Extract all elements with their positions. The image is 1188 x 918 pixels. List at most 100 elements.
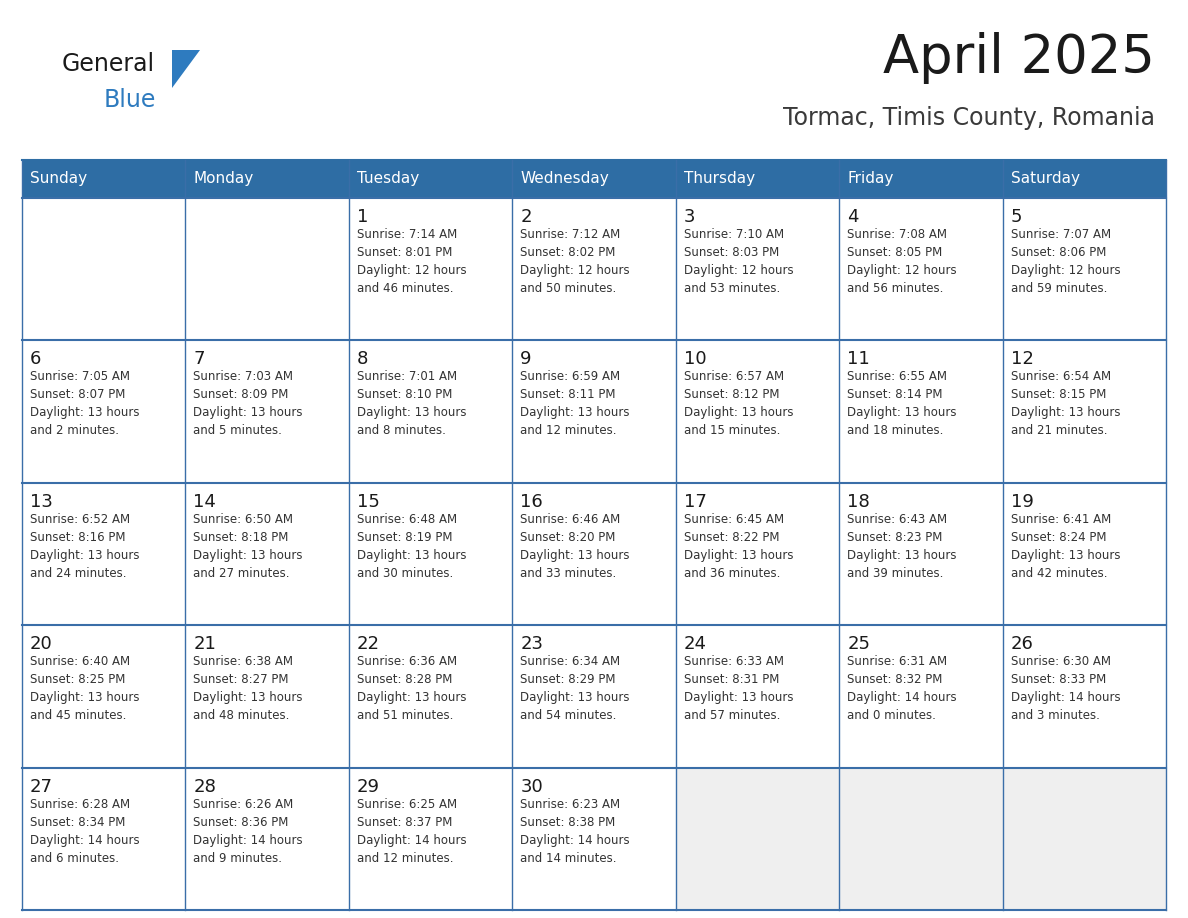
Text: 24: 24: [684, 635, 707, 654]
Text: Sunrise: 7:01 AM
Sunset: 8:10 PM
Daylight: 13 hours
and 8 minutes.: Sunrise: 7:01 AM Sunset: 8:10 PM Dayligh…: [356, 370, 467, 437]
Text: 20: 20: [30, 635, 52, 654]
Text: 7: 7: [194, 351, 204, 368]
Bar: [512, 160, 676, 198]
Text: 18: 18: [847, 493, 870, 510]
Text: Sunday: Sunday: [30, 172, 87, 186]
Polygon shape: [172, 50, 200, 88]
Bar: [512, 198, 676, 341]
Text: 2: 2: [520, 208, 532, 226]
Bar: [185, 160, 349, 198]
Text: 19: 19: [1011, 493, 1034, 510]
Text: Sunrise: 6:45 AM
Sunset: 8:22 PM
Daylight: 13 hours
and 36 minutes.: Sunrise: 6:45 AM Sunset: 8:22 PM Dayligh…: [684, 513, 794, 580]
Text: Sunrise: 6:34 AM
Sunset: 8:29 PM
Daylight: 13 hours
and 54 minutes.: Sunrise: 6:34 AM Sunset: 8:29 PM Dayligh…: [520, 655, 630, 722]
Text: Sunrise: 6:41 AM
Sunset: 8:24 PM
Daylight: 13 hours
and 42 minutes.: Sunrise: 6:41 AM Sunset: 8:24 PM Dayligh…: [1011, 513, 1120, 580]
Text: Sunrise: 6:26 AM
Sunset: 8:36 PM
Daylight: 14 hours
and 9 minutes.: Sunrise: 6:26 AM Sunset: 8:36 PM Dayligh…: [194, 798, 303, 865]
Bar: [185, 625, 349, 767]
Text: Sunrise: 7:03 AM
Sunset: 8:09 PM
Daylight: 13 hours
and 5 minutes.: Sunrise: 7:03 AM Sunset: 8:09 PM Dayligh…: [194, 370, 303, 437]
Text: Sunrise: 6:23 AM
Sunset: 8:38 PM
Daylight: 14 hours
and 14 minutes.: Sunrise: 6:23 AM Sunset: 8:38 PM Dayligh…: [520, 798, 630, 865]
Text: Sunrise: 7:14 AM
Sunset: 8:01 PM
Daylight: 12 hours
and 46 minutes.: Sunrise: 7:14 AM Sunset: 8:01 PM Dayligh…: [356, 228, 467, 295]
Bar: [676, 341, 839, 483]
Text: 9: 9: [520, 351, 532, 368]
Text: 3: 3: [684, 208, 695, 226]
Text: Sunrise: 6:25 AM
Sunset: 8:37 PM
Daylight: 14 hours
and 12 minutes.: Sunrise: 6:25 AM Sunset: 8:37 PM Dayligh…: [356, 798, 467, 865]
Bar: [185, 341, 349, 483]
Text: 29: 29: [356, 778, 380, 796]
Bar: [23, 160, 185, 198]
Text: 28: 28: [194, 778, 216, 796]
Text: Sunrise: 7:05 AM
Sunset: 8:07 PM
Daylight: 13 hours
and 2 minutes.: Sunrise: 7:05 AM Sunset: 8:07 PM Dayligh…: [30, 370, 139, 437]
Bar: [1003, 767, 1165, 910]
Text: Wednesday: Wednesday: [520, 172, 609, 186]
Text: 4: 4: [847, 208, 859, 226]
Text: 13: 13: [30, 493, 53, 510]
Bar: [1003, 341, 1165, 483]
Bar: [23, 341, 185, 483]
Bar: [349, 483, 512, 625]
Bar: [185, 198, 349, 341]
Bar: [839, 483, 1003, 625]
Bar: [676, 160, 839, 198]
Bar: [1003, 483, 1165, 625]
Text: Sunrise: 7:08 AM
Sunset: 8:05 PM
Daylight: 12 hours
and 56 minutes.: Sunrise: 7:08 AM Sunset: 8:05 PM Dayligh…: [847, 228, 956, 295]
Text: Sunrise: 7:10 AM
Sunset: 8:03 PM
Daylight: 12 hours
and 53 minutes.: Sunrise: 7:10 AM Sunset: 8:03 PM Dayligh…: [684, 228, 794, 295]
Text: Sunrise: 6:28 AM
Sunset: 8:34 PM
Daylight: 14 hours
and 6 minutes.: Sunrise: 6:28 AM Sunset: 8:34 PM Dayligh…: [30, 798, 140, 865]
Bar: [185, 767, 349, 910]
Text: Friday: Friday: [847, 172, 893, 186]
Bar: [512, 341, 676, 483]
Text: 16: 16: [520, 493, 543, 510]
Bar: [1003, 625, 1165, 767]
Text: Sunrise: 6:30 AM
Sunset: 8:33 PM
Daylight: 14 hours
and 3 minutes.: Sunrise: 6:30 AM Sunset: 8:33 PM Dayligh…: [1011, 655, 1120, 722]
Bar: [676, 198, 839, 341]
Bar: [349, 198, 512, 341]
Bar: [1003, 160, 1165, 198]
Text: 10: 10: [684, 351, 707, 368]
Text: 27: 27: [30, 778, 53, 796]
Bar: [185, 483, 349, 625]
Text: 15: 15: [356, 493, 380, 510]
Text: Tormac, Timis County, Romania: Tormac, Timis County, Romania: [783, 106, 1155, 130]
Text: 11: 11: [847, 351, 870, 368]
Bar: [512, 483, 676, 625]
Bar: [839, 625, 1003, 767]
Bar: [676, 767, 839, 910]
Bar: [23, 625, 185, 767]
Bar: [676, 483, 839, 625]
Text: Saturday: Saturday: [1011, 172, 1080, 186]
Bar: [349, 767, 512, 910]
Text: 22: 22: [356, 635, 380, 654]
Text: Tuesday: Tuesday: [356, 172, 419, 186]
Text: Monday: Monday: [194, 172, 254, 186]
Text: Sunrise: 6:52 AM
Sunset: 8:16 PM
Daylight: 13 hours
and 24 minutes.: Sunrise: 6:52 AM Sunset: 8:16 PM Dayligh…: [30, 513, 139, 580]
Text: 21: 21: [194, 635, 216, 654]
Text: 23: 23: [520, 635, 543, 654]
Text: Sunrise: 6:46 AM
Sunset: 8:20 PM
Daylight: 13 hours
and 33 minutes.: Sunrise: 6:46 AM Sunset: 8:20 PM Dayligh…: [520, 513, 630, 580]
Text: 25: 25: [847, 635, 870, 654]
Text: Sunrise: 6:33 AM
Sunset: 8:31 PM
Daylight: 13 hours
and 57 minutes.: Sunrise: 6:33 AM Sunset: 8:31 PM Dayligh…: [684, 655, 794, 722]
Text: General: General: [62, 52, 156, 76]
Bar: [839, 198, 1003, 341]
Bar: [839, 160, 1003, 198]
Text: Sunrise: 6:43 AM
Sunset: 8:23 PM
Daylight: 13 hours
and 39 minutes.: Sunrise: 6:43 AM Sunset: 8:23 PM Dayligh…: [847, 513, 956, 580]
Text: Sunrise: 6:55 AM
Sunset: 8:14 PM
Daylight: 13 hours
and 18 minutes.: Sunrise: 6:55 AM Sunset: 8:14 PM Dayligh…: [847, 370, 956, 437]
Bar: [349, 625, 512, 767]
Bar: [839, 767, 1003, 910]
Text: Sunrise: 7:07 AM
Sunset: 8:06 PM
Daylight: 12 hours
and 59 minutes.: Sunrise: 7:07 AM Sunset: 8:06 PM Dayligh…: [1011, 228, 1120, 295]
Bar: [512, 767, 676, 910]
Bar: [1003, 198, 1165, 341]
Bar: [23, 483, 185, 625]
Bar: [839, 341, 1003, 483]
Text: Sunrise: 6:48 AM
Sunset: 8:19 PM
Daylight: 13 hours
and 30 minutes.: Sunrise: 6:48 AM Sunset: 8:19 PM Dayligh…: [356, 513, 467, 580]
Text: Sunrise: 6:40 AM
Sunset: 8:25 PM
Daylight: 13 hours
and 45 minutes.: Sunrise: 6:40 AM Sunset: 8:25 PM Dayligh…: [30, 655, 139, 722]
Text: 8: 8: [356, 351, 368, 368]
Text: April 2025: April 2025: [883, 32, 1155, 84]
Text: Sunrise: 6:31 AM
Sunset: 8:32 PM
Daylight: 14 hours
and 0 minutes.: Sunrise: 6:31 AM Sunset: 8:32 PM Dayligh…: [847, 655, 956, 722]
Bar: [23, 198, 185, 341]
Text: 17: 17: [684, 493, 707, 510]
Text: Sunrise: 6:59 AM
Sunset: 8:11 PM
Daylight: 13 hours
and 12 minutes.: Sunrise: 6:59 AM Sunset: 8:11 PM Dayligh…: [520, 370, 630, 437]
Text: 12: 12: [1011, 351, 1034, 368]
Bar: [349, 341, 512, 483]
Text: 1: 1: [356, 208, 368, 226]
Text: Sunrise: 6:54 AM
Sunset: 8:15 PM
Daylight: 13 hours
and 21 minutes.: Sunrise: 6:54 AM Sunset: 8:15 PM Dayligh…: [1011, 370, 1120, 437]
Text: 6: 6: [30, 351, 42, 368]
Text: Thursday: Thursday: [684, 172, 754, 186]
